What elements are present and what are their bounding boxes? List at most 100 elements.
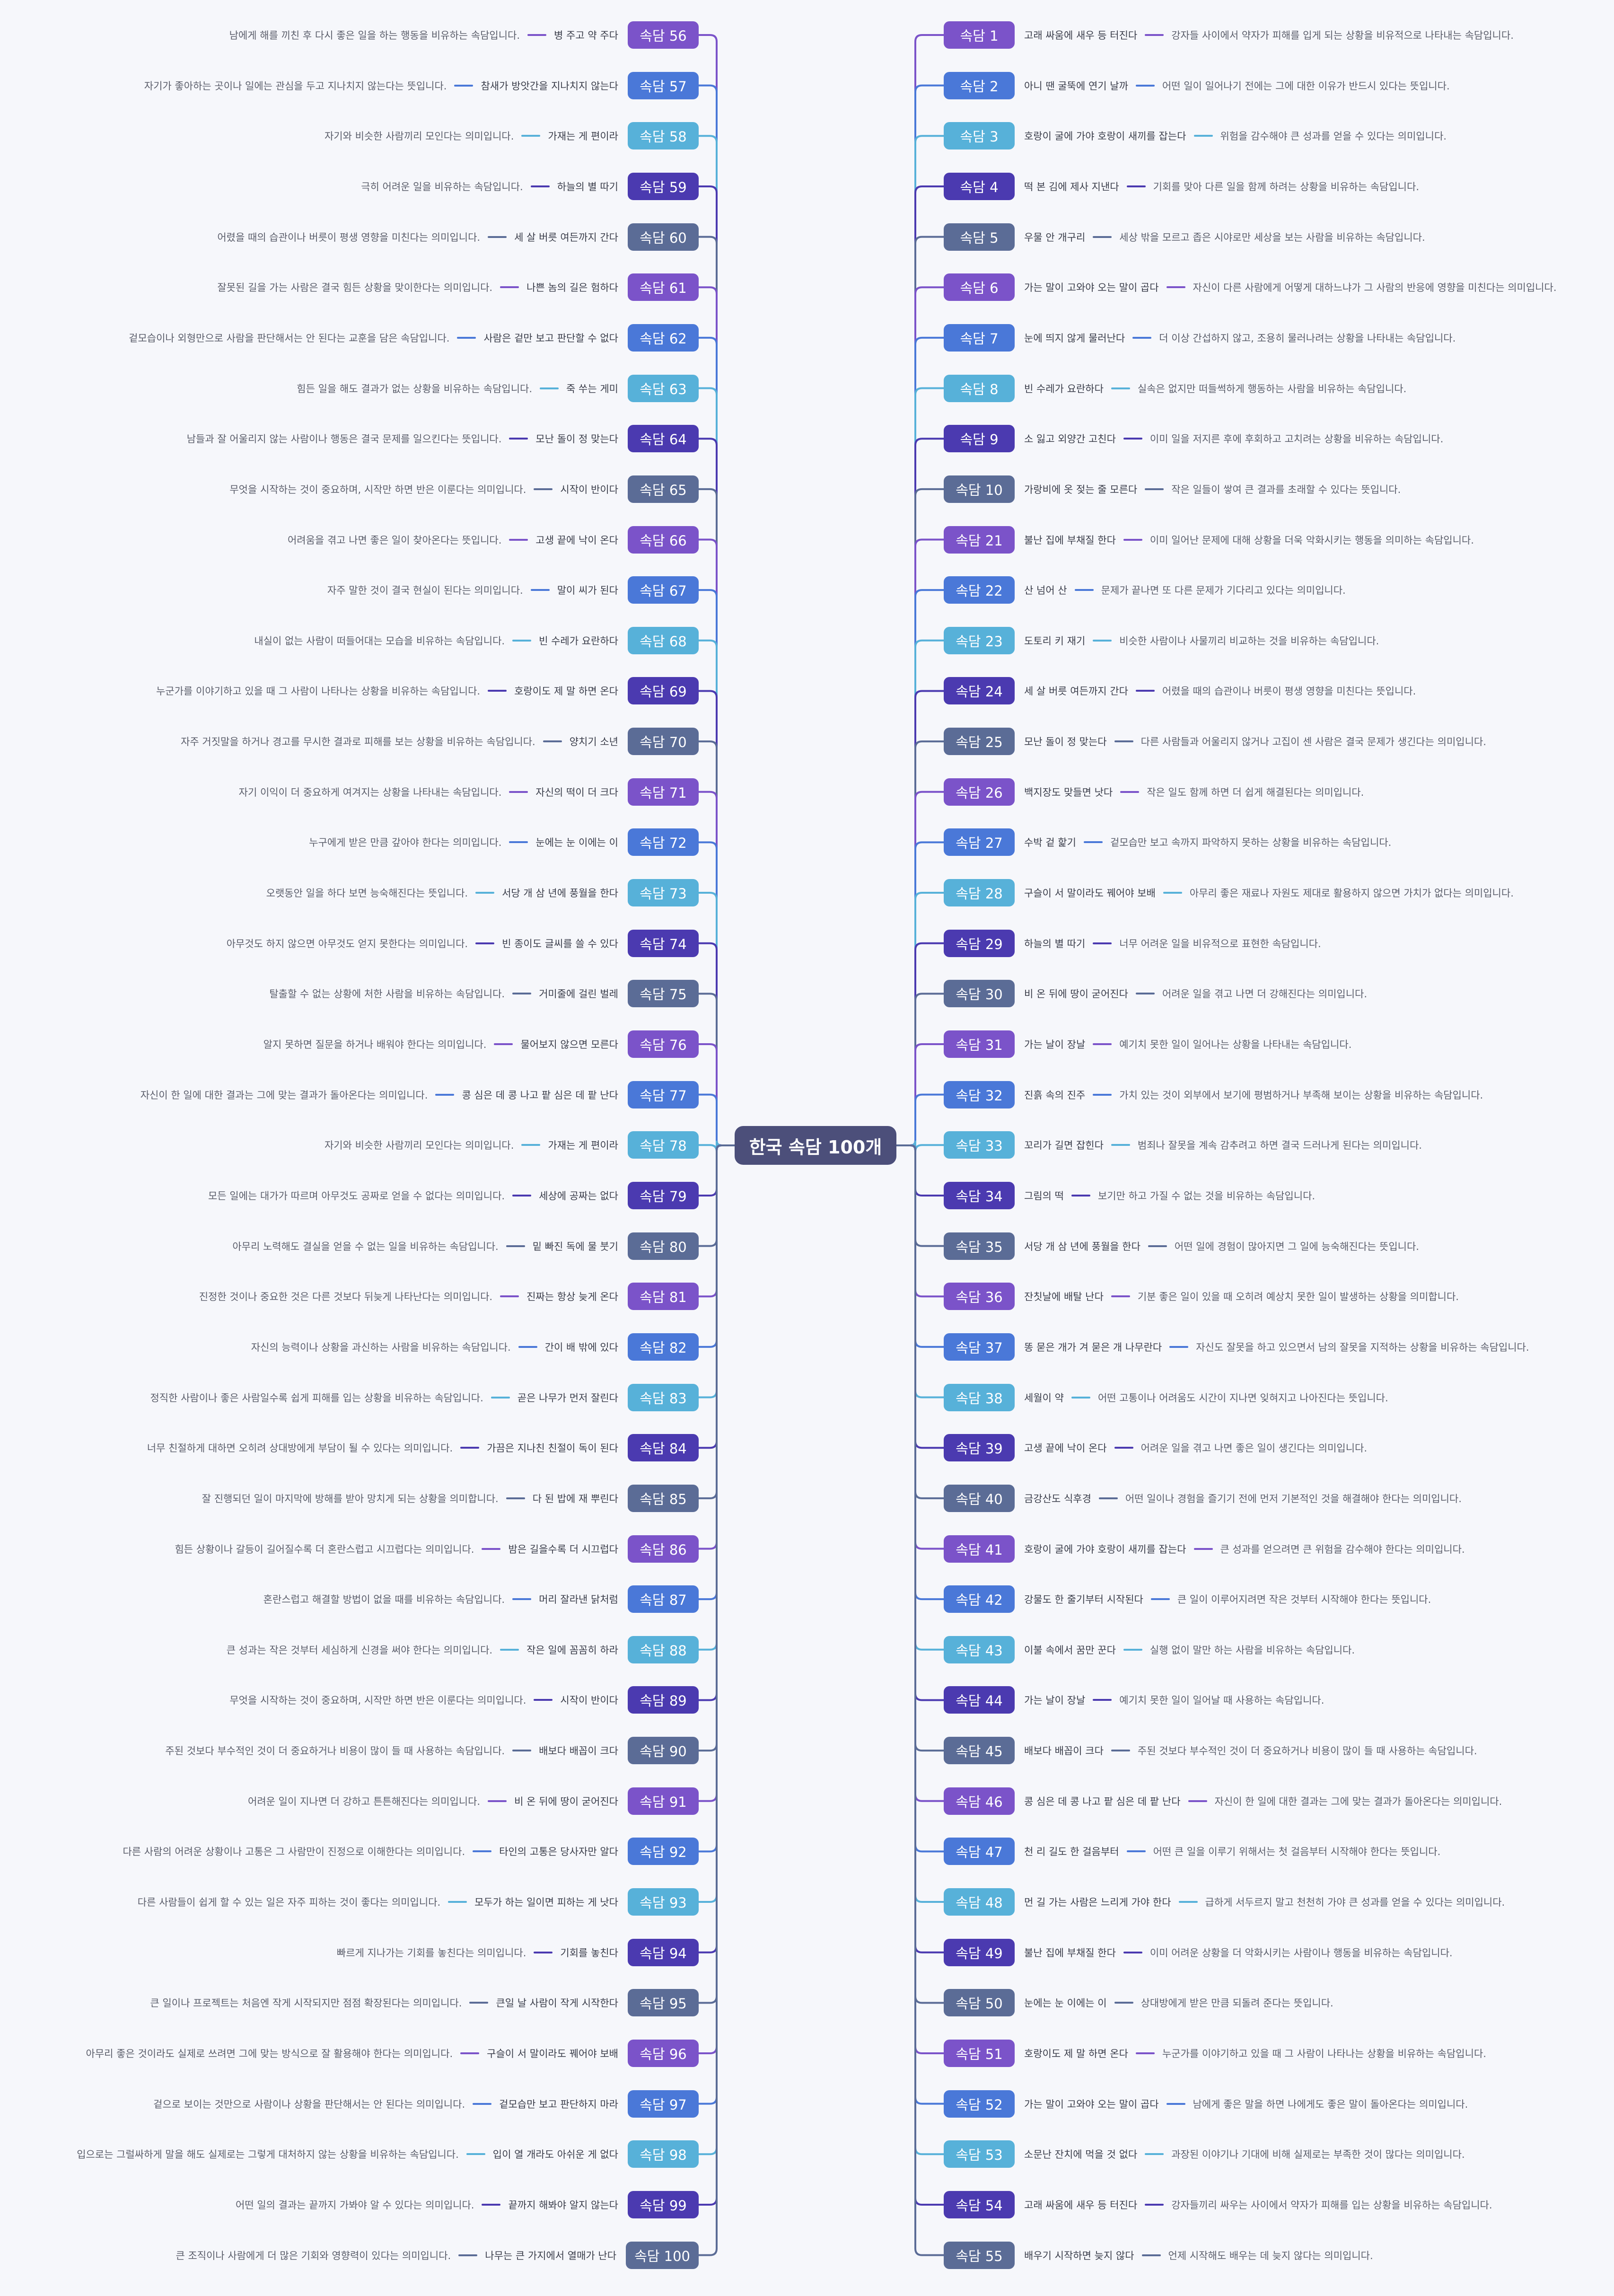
proverb-tag[interactable]: 속담 62 — [628, 324, 699, 352]
right-branch-node[interactable]: 속담 46 콩 심은 데 콩 나고 팥 심은 데 팥 난다 자신이 한 일에 대한 … — [944, 1787, 1502, 1815]
proverb-tag[interactable]: 속담 26 — [944, 778, 1015, 806]
right-branch-node[interactable]: 속담 35 서당 개 삼 년에 풍월을 한다 어떤 일에 경험이 많아지면 그 일에… — [944, 1232, 1419, 1260]
proverb-tag[interactable]: 속담 28 — [944, 879, 1015, 907]
proverb-tag[interactable]: 속담 27 — [944, 828, 1015, 856]
right-branch-node[interactable]: 속담 29 하늘의 별 따기 너무 어려운 일을 비유적으로 표현한 속담입니다. — [944, 929, 1321, 958]
proverb-tag[interactable]: 속담 7 — [944, 324, 1015, 352]
right-branch-node[interactable]: 속담 28 구슬이 서 말이라도 꿰어야 보배 아무리 좋은 재료나 자원도 제대로… — [944, 879, 1514, 907]
proverb-tag[interactable]: 속담 72 — [628, 828, 699, 856]
right-branch-node[interactable]: 속담 49 불난 집에 부채질 한다 이미 어려운 상황을 더 악화시키는 사람이나… — [944, 1938, 1453, 1967]
left-branch-node[interactable]: 속담 66 고생 끝에 낙이 온다 어려움을 겪고 나면 좋은 일이 찾아온다는 뜻… — [288, 526, 699, 554]
right-branch-node[interactable]: 속담 41 호랑이 굴에 가야 호랑이 새끼를 잡는다 큰 성과를 얻으려면 큰 위… — [944, 1535, 1465, 1563]
proverb-tag[interactable]: 속담 69 — [628, 677, 699, 705]
left-branch-node[interactable]: 속담 79 세상에 공짜는 없다 모든 일에는 대가가 따르며 아무것도 공짜로 얻… — [208, 1181, 699, 1210]
left-branch-node[interactable]: 속담 96 구슬이 서 말이라도 꿰어야 보배 아무리 좋은 것이라도 실제로 쓰려… — [86, 2039, 699, 2067]
left-branch-node[interactable]: 속담 75 거미줄에 걸린 벌레 탈출할 수 없는 상황에 처한 사람을 비유하는 … — [269, 979, 699, 1008]
proverb-tag[interactable]: 속담 65 — [628, 475, 699, 503]
proverb-tag[interactable]: 속담 85 — [628, 1484, 699, 1512]
left-branch-node[interactable]: 속담 62 사람은 겉만 보고 판단할 수 없다 겉모습이나 외형만으로 사람을 판… — [129, 324, 699, 352]
proverb-tag[interactable]: 속담 37 — [944, 1333, 1015, 1361]
right-branch-node[interactable]: 속담 47 천 리 길도 한 걸음부터 어떤 큰 일을 이루기 위해서는 첫 걸음부… — [944, 1837, 1440, 1865]
proverb-tag[interactable]: 속담 67 — [628, 576, 699, 604]
proverb-tag[interactable]: 속담 86 — [628, 1535, 699, 1563]
proverb-tag[interactable]: 속담 56 — [628, 21, 699, 49]
left-branch-node[interactable]: 속담 64 모난 돌이 정 맞는다 남들과 잘 어울리지 않는 사람이나 행동은 결… — [187, 424, 699, 453]
right-branch-node[interactable]: 속담 1 고래 싸움에 새우 등 터진다 강자들 사이에서 약자가 피해를 입게 되… — [944, 21, 1514, 49]
right-branch-node[interactable]: 속담 32 진흙 속의 진주 가치 있는 것이 외부에서 보기에 평범하거나 부족해… — [944, 1081, 1483, 1109]
right-branch-node[interactable]: 속담 4 떡 본 김에 제사 지낸다 기회를 맞아 다른 일을 함께 하려는 상황을… — [944, 172, 1419, 201]
proverb-tag[interactable]: 속담 21 — [944, 526, 1015, 554]
right-branch-node[interactable]: 속담 5 우물 안 개구리 세상 밖을 모르고 좁은 시야로만 세상을 보는 사람을… — [944, 223, 1425, 251]
left-branch-node[interactable]: 속담 81 진짜는 항상 늦게 온다 진정한 것이나 중요한 것은 다른 것보다 뒤… — [199, 1282, 699, 1311]
left-branch-node[interactable]: 속담 88 작은 일에 꼼꼼히 하라 큰 성과는 작은 것부터 세심하게 신경을 써… — [227, 1636, 699, 1664]
left-branch-node[interactable]: 속담 98 입이 열 개라도 아쉬운 게 없다 입으로는 그럴싸하게 말을 해도 실… — [77, 2140, 699, 2168]
proverb-tag[interactable]: 속담 38 — [944, 1383, 1015, 1411]
right-branch-node[interactable]: 속담 33 꼬리가 길면 잡힌다 범죄나 잘못을 계속 감추려고 하면 결국 드러나… — [944, 1131, 1422, 1159]
proverb-tag[interactable]: 속담 58 — [628, 122, 699, 150]
left-branch-node[interactable]: 속담 73 서당 개 삼 년에 풍월을 한다 오랫동안 일을 하다 보면 능숙해진다… — [266, 879, 699, 907]
left-branch-node[interactable]: 속담 70 양치기 소년 자주 거짓말을 하거나 경고를 무시한 결과로 피해를 보… — [181, 727, 699, 756]
proverb-tag[interactable]: 속담 29 — [944, 929, 1015, 957]
right-branch-node[interactable]: 속담 36 잔칫날에 배탈 난다 기분 좋은 일이 있을 때 오히려 예상치 못한 … — [944, 1282, 1459, 1311]
proverb-tag[interactable]: 속담 4 — [944, 172, 1015, 200]
proverb-tag[interactable]: 속담 77 — [628, 1081, 699, 1108]
right-branch-node[interactable]: 속담 6 가는 말이 고와야 오는 말이 곱다 자신이 다른 사람에게 어떻게 대하… — [944, 273, 1557, 301]
proverb-tag[interactable]: 속담 42 — [944, 1585, 1015, 1613]
proverb-tag[interactable]: 속담 47 — [944, 1838, 1015, 1865]
proverb-tag[interactable]: 속담 74 — [628, 929, 699, 957]
proverb-tag[interactable]: 속담 34 — [944, 1181, 1015, 1209]
left-branch-node[interactable]: 속담 59 하늘의 별 따기 극히 어려운 일을 비유하는 속담입니다. — [361, 172, 699, 201]
right-branch-node[interactable]: 속담 42 강물도 한 줄기부터 시작된다 큰 일이 이루어지려면 작은 것부터 시… — [944, 1585, 1431, 1613]
proverb-tag[interactable]: 속담 64 — [628, 425, 699, 453]
proverb-tag[interactable]: 속담 93 — [628, 1888, 699, 1916]
proverb-tag[interactable]: 속담 36 — [944, 1283, 1015, 1311]
right-branch-node[interactable]: 속담 34 그림의 떡 보기만 하고 가질 수 없는 것을 비유하는 속담입니다. — [944, 1181, 1315, 1210]
proverb-tag[interactable]: 속담 78 — [628, 1131, 699, 1159]
right-branch-node[interactable]: 속담 45 배보다 배꼽이 크다 주된 것보다 부수적인 것이 더 중요하거나 비용… — [944, 1736, 1477, 1765]
left-branch-node[interactable]: 속담 61 나쁜 놈의 길은 험하다 잘못된 길을 가는 사람은 결국 힘든 상황을… — [217, 273, 699, 301]
proverb-tag[interactable]: 속담 45 — [944, 1737, 1015, 1765]
proverb-tag[interactable]: 속담 52 — [944, 2090, 1015, 2118]
proverb-tag[interactable]: 속담 94 — [628, 1938, 699, 1966]
proverb-tag[interactable]: 속담 55 — [944, 2241, 1015, 2269]
proverb-tag[interactable]: 속담 30 — [944, 980, 1015, 1008]
proverb-tag[interactable]: 속담 68 — [628, 626, 699, 654]
proverb-tag[interactable]: 속담 3 — [944, 122, 1015, 150]
proverb-tag[interactable]: 속담 33 — [944, 1131, 1015, 1159]
right-branch-node[interactable]: 속담 23 도토리 키 재기 비슷한 사람이나 사물끼리 비교하는 것을 비유하는 … — [944, 626, 1379, 655]
left-branch-node[interactable]: 속담 83 곧은 나무가 먼저 잘린다 정직한 사람이나 좋은 사람일수록 쉽게 피… — [150, 1383, 699, 1412]
right-branch-node[interactable]: 속담 8 빈 수레가 요란하다 실속은 없지만 떠들썩하게 행동하는 사람을 비유하… — [944, 374, 1406, 403]
left-branch-node[interactable]: 속담 63 죽 쑤는 게미 힘든 일을 해도 결과가 없는 상황을 비유하는 속담입… — [297, 374, 699, 403]
proverb-tag[interactable]: 속담 81 — [628, 1283, 699, 1311]
proverb-tag[interactable]: 속담 59 — [628, 172, 699, 200]
left-branch-node[interactable]: 속담 58 가재는 게 편이라 자기와 비슷한 사람끼리 모인다는 의미입니다. — [325, 122, 699, 150]
right-branch-node[interactable]: 속담 48 먼 길 가는 사람은 느리게 가야 한다 급하게 서두르지 말고 천천히… — [944, 1888, 1505, 1916]
left-branch-node[interactable]: 속담 86 밤은 길을수록 더 시끄럽다 힘든 상황이나 갈등이 길어질수록 더 혼… — [175, 1535, 699, 1563]
proverb-tag[interactable]: 속담 98 — [628, 2140, 699, 2168]
proverb-tag[interactable]: 속담 48 — [944, 1888, 1015, 1916]
left-branch-node[interactable]: 속담 94 기회를 놓친다 빠르게 지나가는 기회를 놓친다는 의미입니다. — [337, 1938, 699, 1967]
left-branch-node[interactable]: 속담 93 모두가 하는 일이면 피하는 게 낫다 다른 사람들이 쉽게 할 수 있… — [138, 1888, 699, 1916]
proverb-tag[interactable]: 속담 50 — [944, 1989, 1015, 2017]
proverb-tag[interactable]: 속담 5 — [944, 223, 1015, 251]
right-branch-node[interactable]: 속담 31 가는 날이 장날 예기치 못한 일이 일어나는 상황을 나타내는 속담입… — [944, 1030, 1351, 1058]
proverb-tag[interactable]: 속담 90 — [628, 1737, 699, 1765]
proverb-tag[interactable]: 속담 100 — [626, 2241, 699, 2269]
proverb-tag[interactable]: 속담 22 — [944, 576, 1015, 604]
right-branch-node[interactable]: 속담 24 세 살 버릇 여든까지 간다 어렸을 때의 습관이나 버릇이 평생 영향… — [944, 677, 1416, 705]
left-branch-node[interactable]: 속담 92 타인의 고통은 당사자만 알다 다른 사람의 어려운 상황이나 고통은 … — [123, 1837, 699, 1865]
left-branch-node[interactable]: 속담 97 겉모습만 보고 판단하지 마라 겉으로 보이는 것만으로 사람이나 상황… — [153, 2090, 699, 2118]
proverb-tag[interactable]: 속담 51 — [944, 2040, 1015, 2067]
proverb-tag[interactable]: 속담 88 — [628, 1636, 699, 1663]
right-branch-node[interactable]: 속담 43 이불 속에서 꿈만 꾼다 실행 없이 말만 하는 사람을 비유하는 속담… — [944, 1636, 1355, 1664]
left-branch-node[interactable]: 속담 65 시작이 반이다 무엇을 시작하는 것이 중요하며, 시작만 하면 반은 … — [229, 475, 699, 503]
right-branch-node[interactable]: 속담 10 가랑비에 옷 젖는 줄 모른다 작은 일들이 쌓여 큰 결과를 초래할 … — [944, 475, 1401, 503]
proverb-tag[interactable]: 속담 80 — [628, 1232, 699, 1260]
left-branch-node[interactable]: 속담 57 참새가 방앗간을 지나치지 않는다 자기가 좋아하는 곳이나 일에는 관… — [144, 71, 699, 100]
proverb-tag[interactable]: 속담 95 — [628, 1989, 699, 2017]
right-branch-node[interactable]: 속담 39 고생 끝에 낙이 온다 어려운 일을 겪고 나면 좋은 일이 생긴다는 … — [944, 1434, 1367, 1462]
left-branch-node[interactable]: 속담 68 빈 수레가 요란하다 내실이 없는 사람이 떠들어대는 모습을 비유하는… — [254, 626, 699, 655]
proverb-tag[interactable]: 속담 6 — [944, 273, 1015, 301]
left-branch-node[interactable]: 속담 72 눈에는 눈 이에는 이 누구에게 받은 만큼 갚아야 한다는 의미입니다… — [309, 828, 699, 856]
root-node[interactable]: 한국 속담 100개 — [735, 1126, 896, 1165]
